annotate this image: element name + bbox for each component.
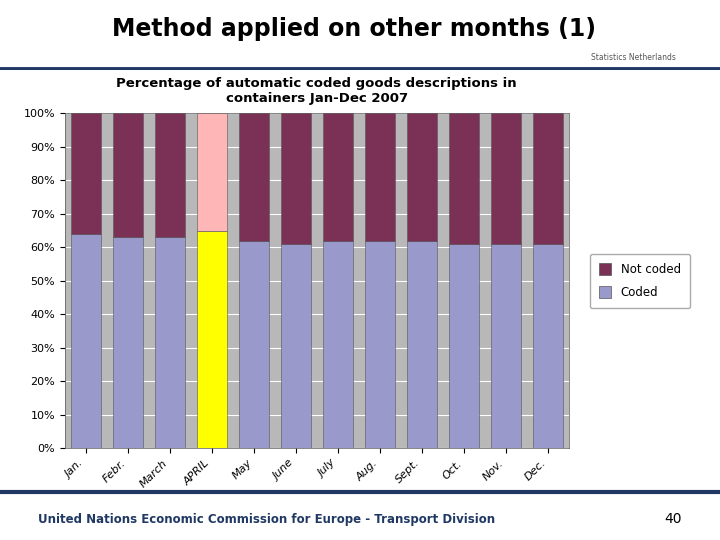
- Text: 40: 40: [665, 512, 682, 526]
- Bar: [155, 237, 185, 448]
- Bar: [323, 113, 353, 241]
- Bar: [365, 113, 395, 241]
- Text: United Nations Economic Commission for Europe - Transport Division: United Nations Economic Commission for E…: [38, 513, 495, 526]
- Text: Method applied on other months (1): Method applied on other months (1): [112, 17, 595, 42]
- Legend: Not coded, Coded: Not coded, Coded: [590, 254, 690, 308]
- Bar: [112, 113, 143, 237]
- Text: Statistics Netherlands: Statistics Netherlands: [591, 53, 676, 62]
- Bar: [197, 113, 227, 231]
- Bar: [238, 113, 269, 241]
- Bar: [197, 231, 227, 448]
- Title: Percentage of automatic coded goods descriptions in
containers Jan-Dec 2007: Percentage of automatic coded goods desc…: [117, 77, 517, 105]
- Bar: [71, 234, 101, 448]
- Bar: [238, 241, 269, 448]
- Bar: [407, 113, 437, 241]
- Bar: [281, 113, 311, 244]
- Bar: [491, 244, 521, 448]
- Bar: [365, 241, 395, 448]
- Bar: [407, 241, 437, 448]
- Bar: [491, 113, 521, 244]
- Bar: [155, 113, 185, 237]
- Bar: [112, 237, 143, 448]
- Bar: [323, 241, 353, 448]
- Bar: [281, 244, 311, 448]
- Bar: [533, 113, 563, 244]
- Bar: [449, 244, 479, 448]
- Bar: [533, 244, 563, 448]
- Bar: [71, 113, 101, 234]
- Bar: [449, 113, 479, 244]
